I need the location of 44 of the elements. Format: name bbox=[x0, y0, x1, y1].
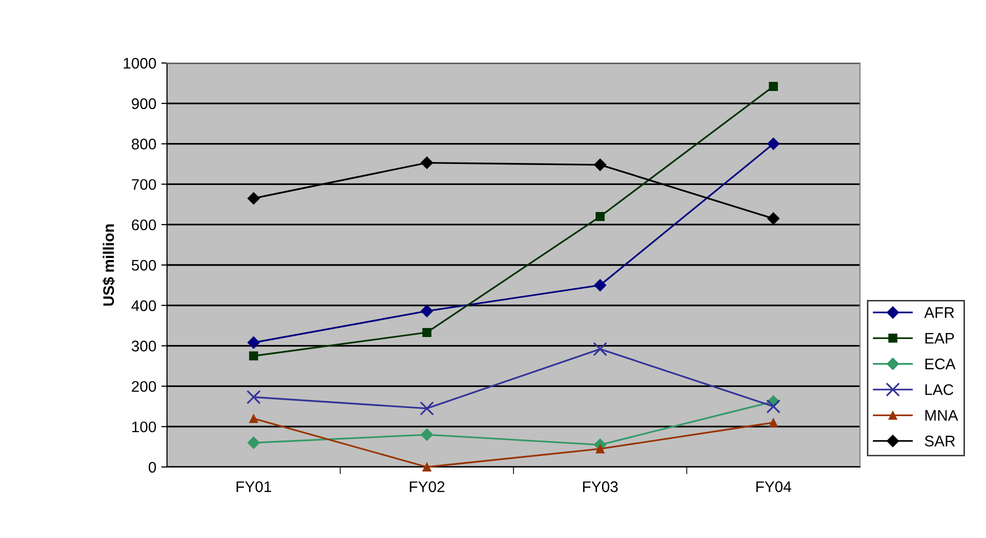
point bbox=[766, 399, 780, 414]
x-tick-label: FY01 bbox=[236, 481, 272, 492]
legend-label: SAR bbox=[924, 436, 955, 446]
y-tick-label: 400 bbox=[131, 300, 156, 312]
x-tick-label: FY03 bbox=[583, 481, 618, 492]
point bbox=[768, 82, 778, 91]
point bbox=[249, 351, 258, 360]
point bbox=[594, 278, 606, 292]
y-tick-label: 500 bbox=[132, 260, 156, 271]
y-tick-label: 900 bbox=[132, 98, 156, 110]
point bbox=[420, 304, 434, 318]
point bbox=[249, 414, 258, 424]
legend-label: ECA bbox=[925, 358, 956, 370]
point bbox=[420, 428, 434, 441]
point bbox=[593, 342, 608, 356]
y-tick-label: 200 bbox=[132, 381, 156, 392]
point bbox=[768, 418, 778, 428]
point bbox=[420, 401, 434, 416]
point bbox=[247, 336, 260, 349]
x-tick-label: FY02 bbox=[410, 481, 444, 492]
point bbox=[596, 444, 605, 454]
y-tick-label: 1000 bbox=[124, 58, 156, 69]
y-tick-label: 700 bbox=[132, 179, 156, 190]
point bbox=[247, 192, 260, 205]
point bbox=[420, 156, 434, 170]
legend-label: EAP bbox=[925, 333, 954, 344]
point bbox=[422, 328, 432, 337]
point bbox=[247, 436, 260, 449]
legend-label: LAC bbox=[925, 384, 954, 396]
point bbox=[246, 390, 261, 404]
point bbox=[767, 138, 780, 150]
y-tick-label: 600 bbox=[132, 219, 156, 230]
legend-label: MNA bbox=[925, 410, 958, 421]
point bbox=[767, 212, 780, 225]
y-tick-label: 300 bbox=[132, 340, 156, 352]
y-tick-label: 800 bbox=[132, 138, 156, 150]
legend-label: AFR bbox=[924, 307, 954, 318]
y-tick-label: 100 bbox=[132, 421, 156, 432]
y-axis-title: US$ million bbox=[102, 224, 116, 306]
x-tick-label: FY04 bbox=[756, 481, 792, 492]
point bbox=[422, 462, 432, 472]
point bbox=[594, 158, 606, 172]
point bbox=[596, 212, 605, 222]
y-tick-label: 0 bbox=[148, 462, 156, 473]
